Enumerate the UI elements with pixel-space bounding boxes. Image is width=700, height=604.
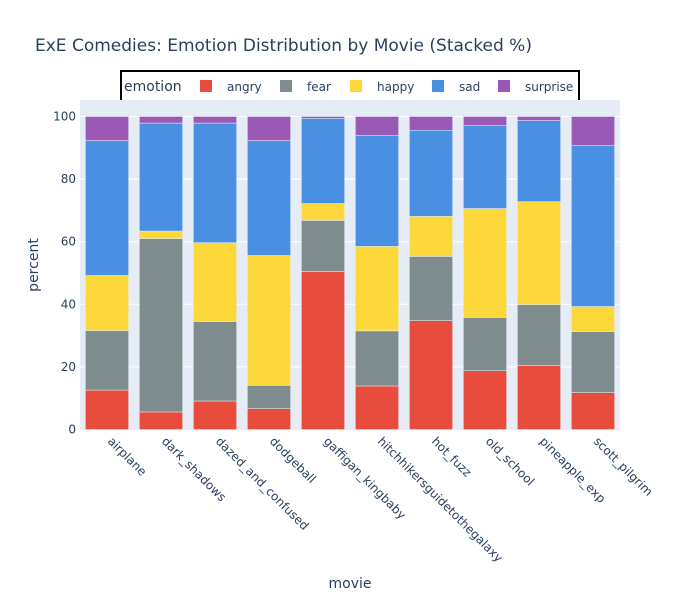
y-tick-label: 60 xyxy=(61,235,76,249)
bar-fear-dark_shadows[interactable] xyxy=(139,238,183,413)
bar-angry-hitchhikersguidetothegalaxy[interactable] xyxy=(355,385,399,430)
y-tick-label: 20 xyxy=(61,360,76,374)
bar-stack-hitchhikersguidetothegalaxy xyxy=(355,116,399,430)
legend-item-happy[interactable]: happy xyxy=(350,80,414,94)
bar-sad-scott_pilgrim[interactable] xyxy=(571,145,615,307)
bar-fear-hitchhikersguidetothegalaxy[interactable] xyxy=(355,330,399,387)
bar-sad-gaffigan_kingbaby[interactable] xyxy=(301,118,345,204)
bar-fear-gaffigan_kingbaby[interactable] xyxy=(301,220,345,272)
bar-happy-hitchhikersguidetothegalaxy[interactable] xyxy=(355,246,399,332)
legend-swatch xyxy=(280,80,292,92)
bar-stack-dazed_and_confused xyxy=(193,116,237,430)
bar-stack-scott_pilgrim xyxy=(571,116,615,430)
bar-stack-pineapple_exp xyxy=(517,116,561,430)
bar-fear-old_school[interactable] xyxy=(463,317,507,371)
y-tick-label: 40 xyxy=(61,297,76,311)
legend-swatch xyxy=(200,80,212,92)
x-tick-label: airplane xyxy=(105,434,149,478)
bar-surprise-hot_fuzz[interactable] xyxy=(409,116,453,131)
y-tick-label: 0 xyxy=(68,423,76,437)
bar-surprise-dodgeball[interactable] xyxy=(247,116,291,141)
bar-surprise-pineapple_exp[interactable] xyxy=(517,116,561,121)
x-axis-title: movie xyxy=(329,576,372,592)
x-axis-ticks: airplane dark_shadowsdazed_and_confuseddo… xyxy=(105,434,656,565)
y-axis-title: percent xyxy=(26,238,42,292)
bar-surprise-old_school[interactable] xyxy=(463,116,507,126)
legend-label: angry xyxy=(227,80,262,94)
bar-surprise-scott_pilgrim[interactable] xyxy=(571,116,615,146)
bar-sad-hitchhikersguidetothegalaxy[interactable] xyxy=(355,135,399,247)
legend-item-sad[interactable]: sad xyxy=(432,80,480,94)
bar-angry-hot_fuzz[interactable] xyxy=(409,320,453,430)
bar-angry-dark_shadows[interactable] xyxy=(139,411,183,430)
bar-happy-airplane[interactable] xyxy=(85,275,129,331)
legend-item-fear[interactable]: fear xyxy=(280,80,331,94)
bar-happy-dazed_and_confused[interactable] xyxy=(193,242,237,322)
bar-fear-hot_fuzz[interactable] xyxy=(409,256,453,321)
legend-title: emotion xyxy=(124,79,182,95)
bar-surprise-airplane[interactable] xyxy=(85,116,129,141)
bar-angry-pineapple_exp[interactable] xyxy=(517,365,561,430)
bar-surprise-dark_shadows[interactable] xyxy=(139,116,183,124)
x-tick-label: old_school xyxy=(483,434,537,488)
legend-label: happy xyxy=(377,80,414,94)
bar-surprise-dazed_and_confused[interactable] xyxy=(193,116,237,124)
x-tick-label: dodgeball xyxy=(267,434,319,486)
bar-sad-pineapple_exp[interactable] xyxy=(517,120,561,202)
bars xyxy=(85,116,615,430)
x-tick-label: dazed_and_confused xyxy=(213,434,312,533)
legend-label: surprise xyxy=(525,80,573,94)
legend-label: fear xyxy=(307,80,331,94)
bar-stack-gaffigan_kingbaby xyxy=(301,116,345,430)
bar-angry-gaffigan_kingbaby[interactable] xyxy=(301,271,345,430)
x-tick-label: hot_fuzz xyxy=(429,434,474,479)
bar-stack-airplane xyxy=(85,116,129,430)
bar-sad-airplane[interactable] xyxy=(85,140,129,276)
legend-item-surprise[interactable]: surprise xyxy=(498,80,573,94)
legend-swatch xyxy=(498,80,510,92)
bar-sad-dazed_and_confused[interactable] xyxy=(193,122,237,243)
legend-item-angry[interactable]: angry xyxy=(200,80,262,94)
bar-stack-dodgeball xyxy=(247,116,291,430)
chart-title: ExE Comedies: Emotion Distribution by Mo… xyxy=(35,36,532,56)
bar-surprise-gaffigan_kingbaby[interactable] xyxy=(301,116,345,119)
legend-swatch xyxy=(350,80,362,92)
y-tick-label: 80 xyxy=(61,172,76,186)
legend-swatch xyxy=(432,80,444,92)
bar-angry-old_school[interactable] xyxy=(463,370,507,430)
bar-fear-dodgeball[interactable] xyxy=(247,385,291,409)
bar-stack-dark_shadows xyxy=(139,116,183,430)
bar-sad-old_school[interactable] xyxy=(463,125,507,209)
legend: emotion angry fear happy sad surprise xyxy=(120,70,580,102)
bar-stack-old_school xyxy=(463,116,507,430)
bar-happy-old_school[interactable] xyxy=(463,208,507,318)
legend-label: sad xyxy=(459,80,480,94)
bar-happy-hot_fuzz[interactable] xyxy=(409,216,453,257)
bar-happy-scott_pilgrim[interactable] xyxy=(571,306,615,332)
y-tick-label: 100 xyxy=(53,110,76,124)
y-axis-ticks: 0 20 40 60 80 100 xyxy=(53,110,76,437)
bar-surprise-hitchhikersguidetothegalaxy[interactable] xyxy=(355,116,399,136)
bar-happy-dodgeball[interactable] xyxy=(247,255,291,386)
bar-sad-dodgeball[interactable] xyxy=(247,140,291,256)
bar-happy-dark_shadows[interactable] xyxy=(139,230,183,239)
bar-fear-pineapple_exp[interactable] xyxy=(517,304,561,366)
bar-sad-hot_fuzz[interactable] xyxy=(409,130,453,217)
bar-happy-pineapple_exp[interactable] xyxy=(517,201,561,305)
bar-fear-scott_pilgrim[interactable] xyxy=(571,331,615,393)
bar-angry-dazed_and_confused[interactable] xyxy=(193,400,237,430)
bar-angry-airplane[interactable] xyxy=(85,389,129,430)
bar-fear-airplane[interactable] xyxy=(85,330,129,391)
bar-happy-gaffigan_kingbaby[interactable] xyxy=(301,203,345,221)
bar-angry-scott_pilgrim[interactable] xyxy=(571,392,615,430)
bar-sad-dark_shadows[interactable] xyxy=(139,122,183,232)
bar-stack-hot_fuzz xyxy=(409,116,453,430)
bar-angry-dodgeball[interactable] xyxy=(247,408,291,430)
bar-fear-dazed_and_confused[interactable] xyxy=(193,321,237,402)
